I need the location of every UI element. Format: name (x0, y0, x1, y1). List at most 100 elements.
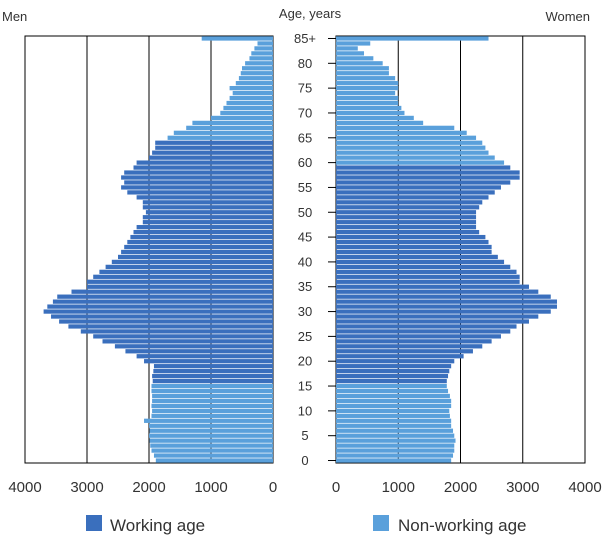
women-bar (336, 90, 396, 96)
women-bar (336, 244, 492, 250)
women-bar (336, 215, 477, 220)
men-bar (240, 71, 273, 76)
women-bar (336, 339, 492, 344)
men-bar (136, 160, 273, 165)
men-bar (254, 46, 273, 51)
men-x-tick-label: 3000 (70, 479, 103, 496)
women-bar (336, 51, 365, 56)
men-bar (192, 120, 273, 126)
women-bar (336, 344, 483, 349)
men-bar (105, 264, 273, 270)
men-bar (149, 438, 273, 443)
women-bar (336, 269, 517, 274)
women-x-tick-label: 0 (332, 479, 340, 496)
men-bar (57, 294, 273, 299)
women-bar (336, 205, 480, 210)
women-bar (336, 383, 447, 389)
men-bar (249, 56, 273, 61)
age-tick-label: 60 (298, 155, 312, 170)
men-bar (144, 418, 273, 423)
women-bar (336, 66, 389, 71)
men-bar (152, 373, 273, 379)
women-bar (336, 329, 511, 334)
women-bar (336, 388, 449, 394)
men-bar (150, 443, 273, 448)
men-bar (152, 378, 273, 384)
women-bar (336, 279, 520, 284)
women-bar (336, 190, 495, 195)
women-bar (336, 145, 486, 150)
men-bar (102, 339, 273, 344)
women-bar (336, 100, 399, 106)
women-bar (336, 105, 402, 111)
men-bar (111, 259, 273, 265)
age-tick-label: 50 (298, 205, 312, 220)
women-x-tick-label: 4000 (568, 479, 601, 496)
women-bar (336, 71, 389, 76)
men-bar (151, 403, 273, 409)
age-tick-label: 20 (298, 354, 312, 369)
men-bar (152, 150, 273, 155)
age-tick-label: 70 (298, 105, 312, 120)
men-bar (114, 344, 274, 349)
women-bar (336, 413, 450, 418)
age-tick-label: 80 (298, 56, 312, 71)
men-bar (151, 388, 273, 394)
men-bar (149, 433, 273, 438)
men-bar (211, 115, 273, 121)
age-tick-label: 10 (298, 403, 312, 418)
men-bar (245, 61, 273, 66)
women-bar (336, 299, 557, 304)
men-bar (130, 234, 273, 240)
men-bar (149, 428, 273, 433)
women-bar (336, 369, 450, 374)
women-bar (336, 274, 520, 279)
women-bar (336, 458, 452, 463)
men-bar (124, 170, 273, 175)
women-bar (336, 125, 455, 130)
men-bar (87, 284, 273, 289)
women-bar (336, 120, 424, 126)
women-bar (336, 76, 396, 81)
age-tick-label: 30 (298, 304, 312, 319)
women-bar (336, 110, 405, 116)
women-bar (336, 418, 452, 423)
men-bar (99, 269, 274, 274)
men-bar (124, 180, 273, 185)
women-x-tick-label: 2000 (444, 479, 477, 496)
women-bar (336, 304, 557, 309)
men-bar (59, 319, 273, 324)
men-bar (223, 105, 273, 111)
age-tick-label: 45 (298, 230, 312, 245)
men-bar (149, 155, 273, 160)
legend-swatch-working-age (86, 515, 102, 531)
women-bar (336, 349, 473, 354)
men-bar (220, 110, 273, 116)
women-bar (336, 359, 455, 364)
men-label: Men (2, 9, 27, 24)
women-bar (336, 130, 467, 135)
women-bar (336, 259, 505, 265)
men-bar (232, 90, 273, 96)
men-bar (155, 458, 273, 463)
men-bar (152, 398, 273, 404)
men-bar (51, 314, 273, 319)
women-bar (336, 314, 539, 319)
men-bar (142, 220, 273, 225)
women-bar (336, 354, 464, 359)
men-bar (43, 309, 273, 314)
men-bar (153, 369, 273, 374)
men-bar (152, 393, 273, 399)
men-bar (142, 215, 273, 220)
x-axis-tick-labels: 4000 3000 2000 1000 0 0 1000 2000 3000 4000 (8, 479, 601, 496)
women-bar (336, 135, 477, 140)
women-bar (336, 115, 414, 121)
men-bar (167, 135, 273, 140)
women-bar (336, 334, 501, 339)
men-x-tick-label: 2000 (132, 479, 165, 496)
age-tick-label: 65 (298, 130, 312, 145)
men-bar (257, 41, 273, 46)
women-bar (336, 408, 450, 414)
age-tick-label: 40 (298, 254, 312, 269)
